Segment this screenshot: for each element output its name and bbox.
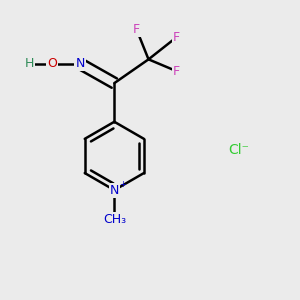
Text: F: F <box>133 23 140 36</box>
Text: F: F <box>173 31 180 44</box>
Text: N: N <box>110 184 119 196</box>
Text: H: H <box>25 57 34 70</box>
Text: O: O <box>47 57 57 70</box>
Text: F: F <box>173 65 180 78</box>
Text: Cl⁻: Cl⁻ <box>229 143 250 157</box>
Text: +: + <box>119 180 126 189</box>
Text: N: N <box>76 57 85 70</box>
Text: CH₃: CH₃ <box>103 213 126 226</box>
